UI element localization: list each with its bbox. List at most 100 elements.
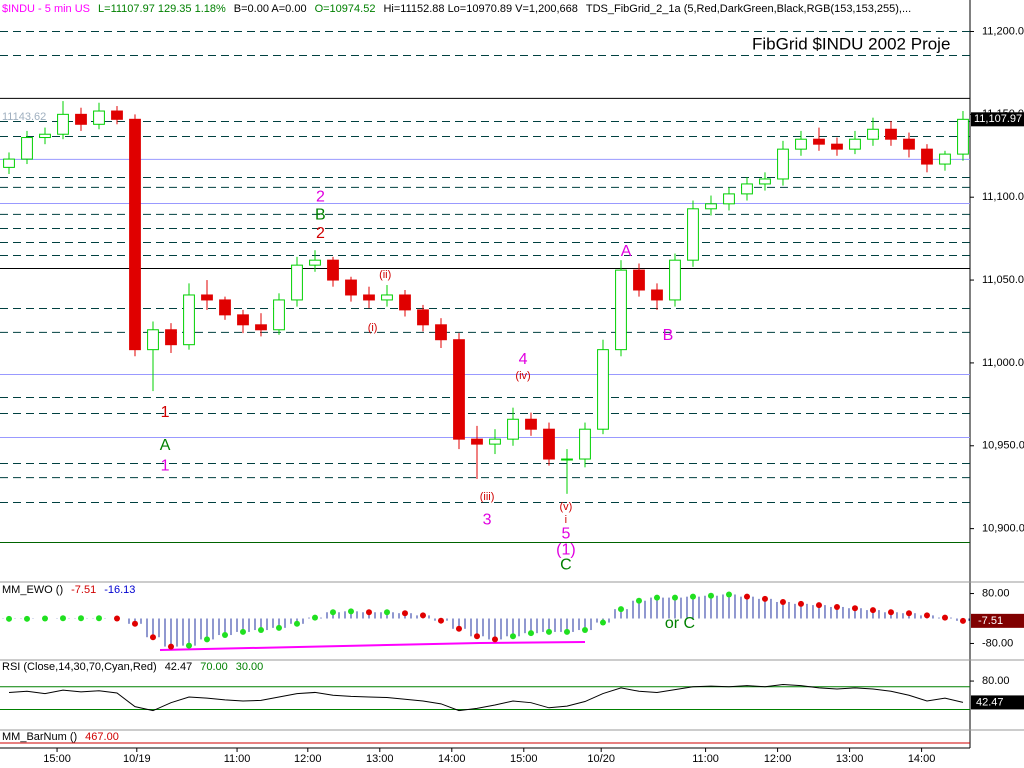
wave-label: 5 (561, 526, 570, 543)
last-price-box (971, 112, 1024, 127)
candle-body (93, 110, 105, 125)
candle-body (525, 418, 537, 430)
ewo-dot (365, 609, 372, 616)
ewo-dot (617, 606, 624, 613)
candle-body (453, 339, 465, 440)
ewo-dot (797, 600, 804, 607)
ewo-dot (149, 634, 156, 641)
x-tick-label: 13:00 (366, 753, 394, 765)
wave-label: 3 (483, 512, 492, 529)
ewo-dot (5, 615, 12, 622)
candle-body (957, 118, 969, 155)
header: $INDU - 5 min US L=11107.97 129.35 1.18% B… (2, 3, 911, 15)
candle-body (273, 299, 285, 331)
x-tick-label: 13:00 (836, 753, 864, 765)
ewo-dot (833, 603, 840, 610)
ewo-dot (59, 615, 66, 622)
candle-body (291, 264, 303, 301)
x-tick-label: 12:00 (294, 753, 322, 765)
ewo-dot (221, 632, 228, 639)
ewo-dot (815, 602, 822, 609)
candle-body (687, 208, 699, 261)
ewo-dot (95, 615, 102, 622)
rsi-header: RSI (Close,14,30,70,Cyan,Red) 42.47 70.00 3… (2, 661, 263, 673)
ewo-dot (599, 619, 606, 626)
ewo-header: MM_EWO () -7.51 -16.13 (2, 584, 135, 596)
candle-body (885, 128, 897, 140)
ewo-dot (509, 633, 516, 640)
candle-body (21, 137, 33, 160)
candle-body (939, 153, 951, 165)
candle-body (669, 259, 681, 301)
x-tick-label: 10/19 (123, 753, 151, 765)
wave-label: (i) (368, 322, 378, 334)
ewo-dot (131, 620, 138, 627)
ewo-dot (203, 636, 210, 643)
ewo-dot (761, 595, 768, 602)
candle-body (183, 294, 195, 346)
y-tick-label: 11,200.00 (982, 25, 1024, 37)
candle-body (543, 428, 555, 460)
x-tick-label: 12:00 (764, 753, 792, 765)
y-tick-label: 10,950.00 (982, 440, 1024, 452)
ewo-dot (887, 609, 894, 616)
header-item: $INDU - 5 min US (2, 3, 90, 15)
rsi-tick-label: 80.00 (982, 675, 1010, 687)
ewo-dot (869, 607, 876, 614)
ewo-dot (347, 608, 354, 615)
ewo-dot (743, 593, 750, 600)
candle-body (147, 329, 159, 351)
x-tick-label: 11:00 (224, 753, 251, 765)
ewo-dot (329, 609, 336, 616)
candle-body (741, 183, 753, 195)
candle-body (327, 259, 339, 281)
x-tick-label: 11:00 (692, 753, 719, 765)
chart-title: FibGrid $INDU 2002 Proje (752, 34, 950, 53)
candle-body (165, 329, 177, 346)
y-tick-label: 11,050.00 (982, 274, 1024, 286)
ewo-dot (77, 615, 84, 622)
header-item: Hi=11152.88 Lo=10970.89 V=1,200,668 (383, 3, 577, 15)
ewo-dot (851, 605, 858, 612)
wave-label: B (663, 327, 674, 344)
candle-body (201, 294, 213, 301)
ewo-dot (707, 592, 714, 599)
ewo-dot (239, 628, 246, 635)
ewo-dot (905, 610, 912, 617)
ewo-dot (185, 642, 192, 649)
candle-body (345, 279, 357, 296)
wave-label: 2 (316, 225, 325, 242)
wave-label: 2 (316, 188, 325, 205)
candle-body (57, 113, 69, 135)
candle-body (813, 138, 825, 145)
ewo-value: -7.51 (71, 584, 96, 596)
ewo-dot (383, 609, 390, 616)
candle-body (129, 118, 141, 351)
candle-body (363, 294, 375, 301)
ewo-dot (293, 620, 300, 627)
candle-body (399, 294, 411, 311)
wave-label: 1 (161, 458, 170, 475)
barnum-label: MM_BarNum () (2, 731, 77, 743)
y-tick-label: 11,000.00 (982, 357, 1024, 369)
wave-label: (iii) (480, 491, 495, 503)
ewo-dot (455, 625, 462, 632)
ewo-dot (419, 612, 426, 619)
ewo-dot (689, 593, 696, 600)
ewo-dot (437, 617, 444, 624)
ewo-dot (491, 636, 498, 643)
candle-body (615, 269, 627, 351)
ewo-dot (167, 643, 174, 650)
wave-label: (ii) (379, 269, 391, 281)
x-tick-label: 10/20 (587, 753, 615, 765)
candle-body (867, 128, 879, 140)
candle-body (309, 259, 321, 266)
header-item: O=10974.52 (315, 3, 376, 15)
ewo-dot (275, 624, 282, 631)
y-tick-label: 10,900.00 (982, 523, 1024, 535)
ewo-dot (779, 598, 786, 605)
y-tick-label: 11,100.00 (982, 191, 1024, 203)
rsi-label: RSI (Close,14,30,70,Cyan,Red) (2, 661, 157, 673)
x-tick-label: 15:00 (510, 753, 538, 765)
candle-body (903, 138, 915, 150)
